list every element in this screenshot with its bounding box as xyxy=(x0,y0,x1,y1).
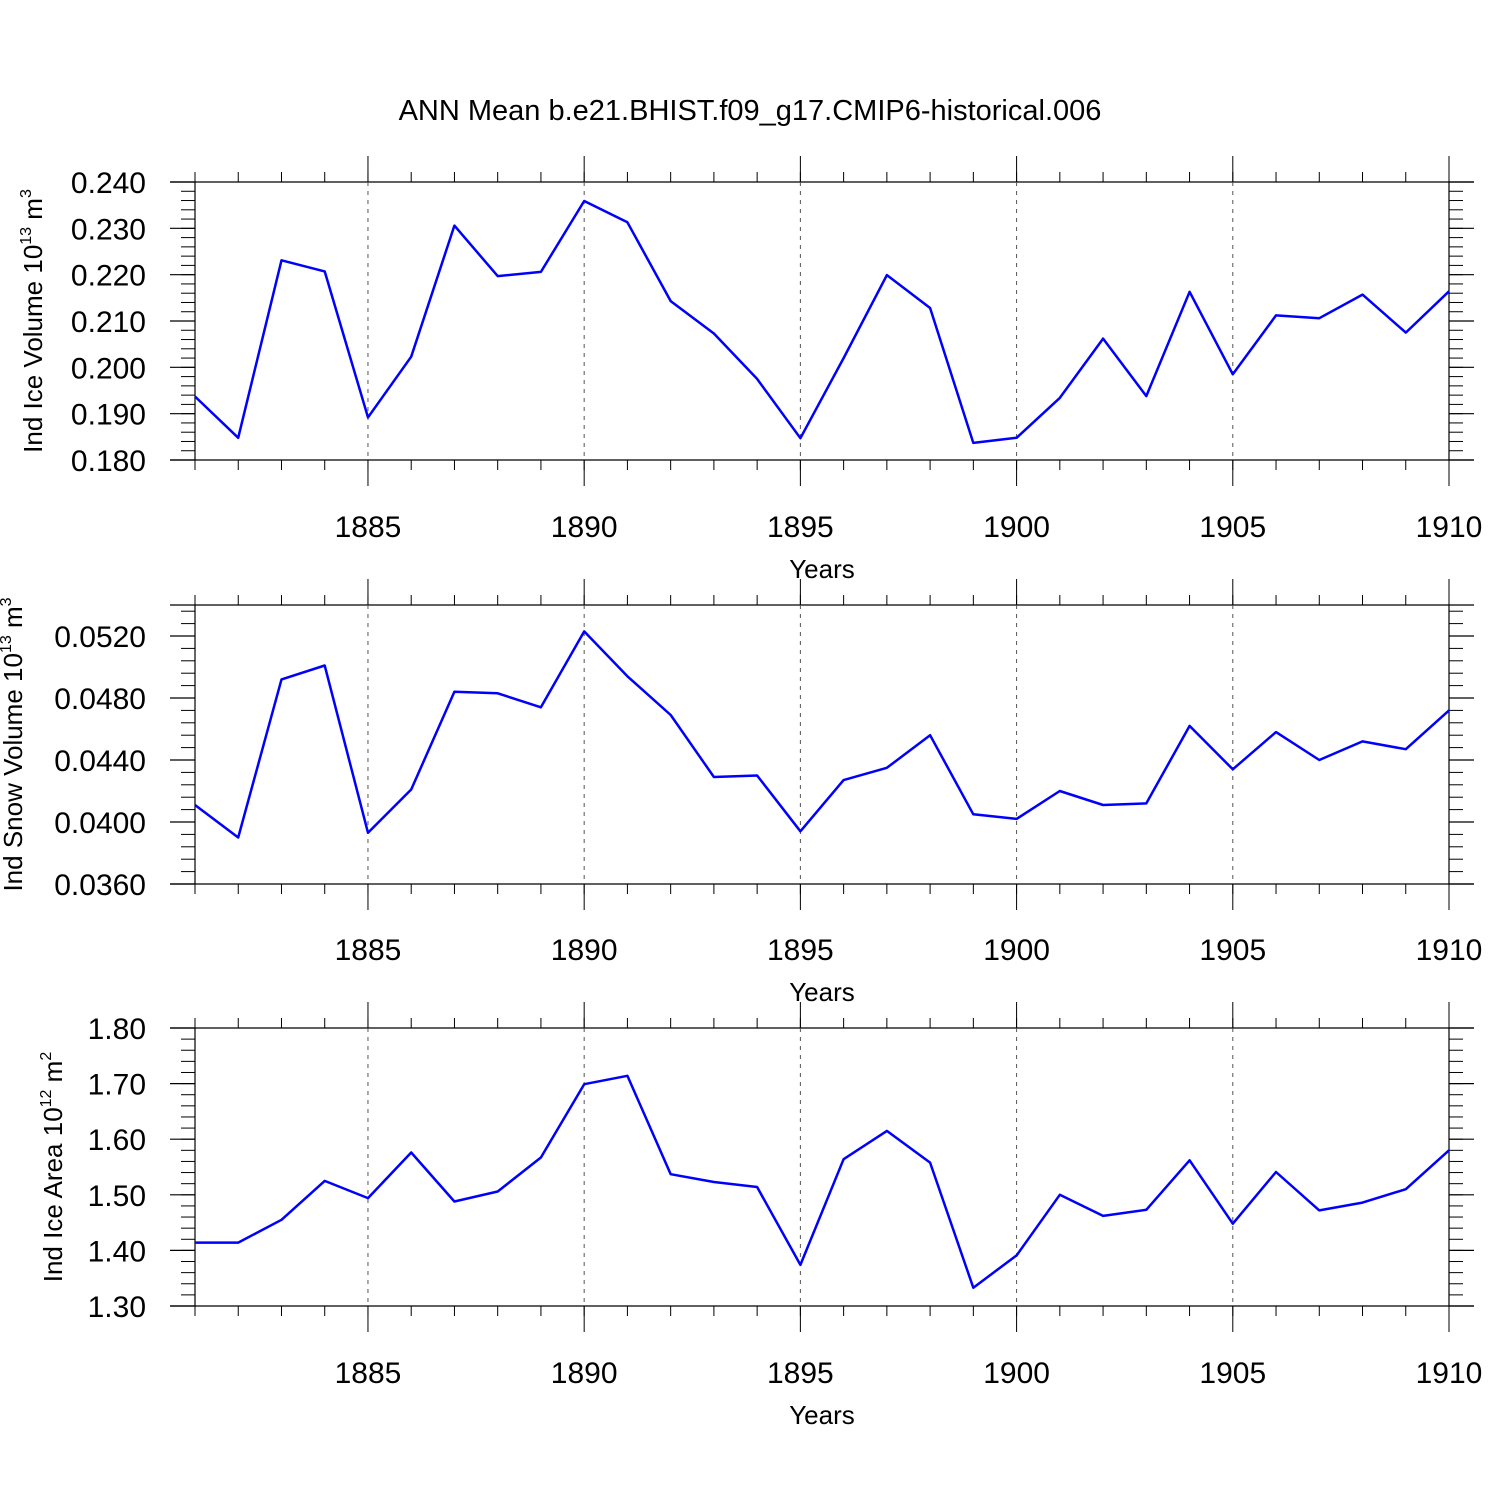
x-tick-label: 1895 xyxy=(767,1357,834,1390)
y-tick-label: 0.0400 xyxy=(54,807,146,840)
panel-1: 1885 1890 1895 1900 1905 1910 0.180 0.190 0.200 0… xyxy=(18,156,1482,584)
x-axis-label: Years xyxy=(789,977,855,1007)
y-tick-label: 1.80 xyxy=(88,1013,146,1046)
y-tick-label: 0.200 xyxy=(71,352,146,385)
y-label-unit: m xyxy=(0,606,28,635)
y-axis-label: Ind Snow Volume 1013 m3 xyxy=(0,597,28,891)
x-tick-label: 1890 xyxy=(551,1357,618,1390)
y-tick-label: 0.0440 xyxy=(54,745,146,778)
x-tick-label: 1885 xyxy=(335,1357,402,1390)
y-label-exponent: 12 xyxy=(38,1089,55,1107)
y-label-unit-exponent: 2 xyxy=(38,1052,55,1061)
y-label-unit: m xyxy=(18,198,48,227)
y-tick-label: 0.190 xyxy=(71,399,146,432)
panel-2: 1885 1890 1895 1900 1905 1910 0.0360 0.0400 0.04… xyxy=(0,579,1482,1007)
y-tick-label: 1.50 xyxy=(88,1180,146,1213)
x-tick-label: 1895 xyxy=(767,934,834,967)
y-tick-label: 0.180 xyxy=(71,445,146,478)
x-axis-label: Years xyxy=(789,1400,855,1430)
y-label-main: Ind Ice Volume 10 xyxy=(18,245,48,453)
x-tick-label: 1905 xyxy=(1199,1357,1266,1390)
y-tick-label: 0.210 xyxy=(71,306,146,339)
y-label-unit-exponent: 3 xyxy=(0,597,15,606)
y-tick-label: 1.70 xyxy=(88,1069,146,1102)
series-line xyxy=(194,199,1450,445)
x-tick-label: 1885 xyxy=(335,511,402,544)
series-line xyxy=(195,1074,1450,1289)
x-tick-label: 1910 xyxy=(1416,934,1483,967)
x-tick-label: 1900 xyxy=(983,1357,1050,1390)
y-tick-label: 0.240 xyxy=(71,167,146,200)
series-line xyxy=(194,630,1450,839)
y-tick-label: 1.30 xyxy=(88,1291,146,1324)
y-tick-label: 0.0360 xyxy=(54,869,146,902)
y-tick-label: 1.60 xyxy=(88,1124,146,1157)
y-label-main: Ind Ice Area 10 xyxy=(38,1107,68,1282)
y-tick-label: 0.0480 xyxy=(54,683,146,716)
panel-3: 1885 1890 1895 1900 1905 1910 1.30 1.40 1.50 1.60… xyxy=(38,1002,1482,1430)
y-label-exponent: 13 xyxy=(18,227,35,245)
x-tick-label: 1895 xyxy=(767,511,834,544)
y-label-main: Ind Snow Volume 10 xyxy=(0,653,28,892)
y-tick-label: 0.0520 xyxy=(54,621,146,654)
figure-title: ANN Mean b.e21.BHIST.f09_g17.CMIP6-histo… xyxy=(399,95,1102,127)
x-tick-label: 1910 xyxy=(1416,1357,1483,1390)
y-label-unit-exponent: 3 xyxy=(18,189,35,198)
x-tick-label: 1890 xyxy=(551,934,618,967)
y-tick-label: 0.230 xyxy=(71,213,146,246)
panels: 1885 1890 1895 1900 1905 1910 0.180 0.190 0.200 0… xyxy=(0,156,1482,1430)
y-axis-label: Ind Ice Area 1012 m2 xyxy=(38,1052,68,1283)
x-tick-label: 1900 xyxy=(983,511,1050,544)
x-tick-label: 1885 xyxy=(335,934,402,967)
y-tick-label: 0.220 xyxy=(71,260,146,293)
x-tick-label: 1890 xyxy=(551,511,618,544)
y-axis-label: Ind Ice Volume 1013 m3 xyxy=(18,189,48,453)
y-label-unit: m xyxy=(38,1061,68,1090)
x-tick-label: 1900 xyxy=(983,934,1050,967)
y-label-exponent: 13 xyxy=(0,635,15,653)
x-tick-label: 1905 xyxy=(1199,934,1266,967)
y-tick-label: 1.40 xyxy=(88,1235,146,1268)
x-tick-label: 1910 xyxy=(1416,511,1483,544)
x-axis-label: Years xyxy=(789,554,855,584)
x-tick-label: 1905 xyxy=(1199,511,1266,544)
